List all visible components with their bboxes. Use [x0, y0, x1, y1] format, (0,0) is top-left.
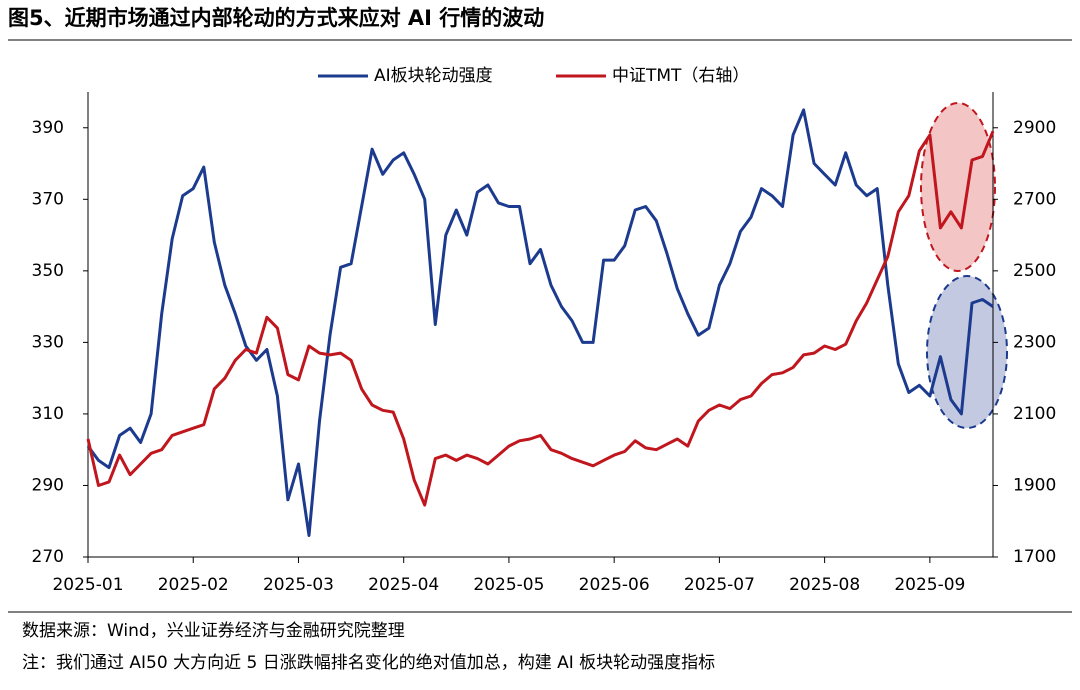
- y-tick-label: 370: [32, 189, 64, 209]
- y-tick-label: 390: [32, 118, 64, 138]
- x-tick-label: 2025-02: [158, 575, 229, 595]
- legend-label: 中证TMT（右轴）: [612, 66, 749, 86]
- y2-tick-label: 1900: [1013, 475, 1056, 495]
- highlight-ellipse: [920, 102, 996, 272]
- series-line: [86, 130, 995, 507]
- series-line: [86, 108, 994, 537]
- source: 数据来源：Wind，兴业证券经济与金融研究院整理: [22, 621, 405, 641]
- y2-tick-label: 2300: [1013, 332, 1056, 352]
- x-tick-label: 2025-05: [473, 575, 544, 595]
- x-tick-label: 2025-08: [789, 575, 860, 595]
- legend-label: AI板块轮动强度: [374, 66, 493, 86]
- x-tick-label: 2025-09: [894, 575, 965, 595]
- y-tick-label: 290: [32, 475, 64, 495]
- y-tick-label: 350: [32, 261, 64, 281]
- y2-tick-label: 2100: [1013, 404, 1056, 424]
- chart-title: 图5、近期市场通过内部轮动的方式来应对 AI 行情的波动: [8, 6, 544, 30]
- note: 注：我们通过 AI50 大方向近 5 日涨跌幅排名变化的绝对值加总，构建 AI …: [22, 653, 715, 673]
- x-tick-label: 2025-03: [263, 575, 334, 595]
- y-tick-label: 330: [32, 332, 64, 352]
- y-tick-label: 270: [32, 547, 64, 567]
- x-tick-label: 2025-06: [579, 575, 650, 595]
- y2-tick-label: 2700: [1013, 189, 1056, 209]
- x-tick-label: 2025-04: [368, 575, 439, 595]
- x-tick-label: 2025-01: [52, 575, 123, 595]
- y2-tick-label: 1700: [1013, 547, 1056, 567]
- y2-tick-label: 2500: [1013, 261, 1056, 281]
- x-tick-label: 2025-07: [684, 575, 755, 595]
- y2-tick-label: 2900: [1013, 118, 1056, 138]
- y-tick-label: 310: [32, 404, 64, 424]
